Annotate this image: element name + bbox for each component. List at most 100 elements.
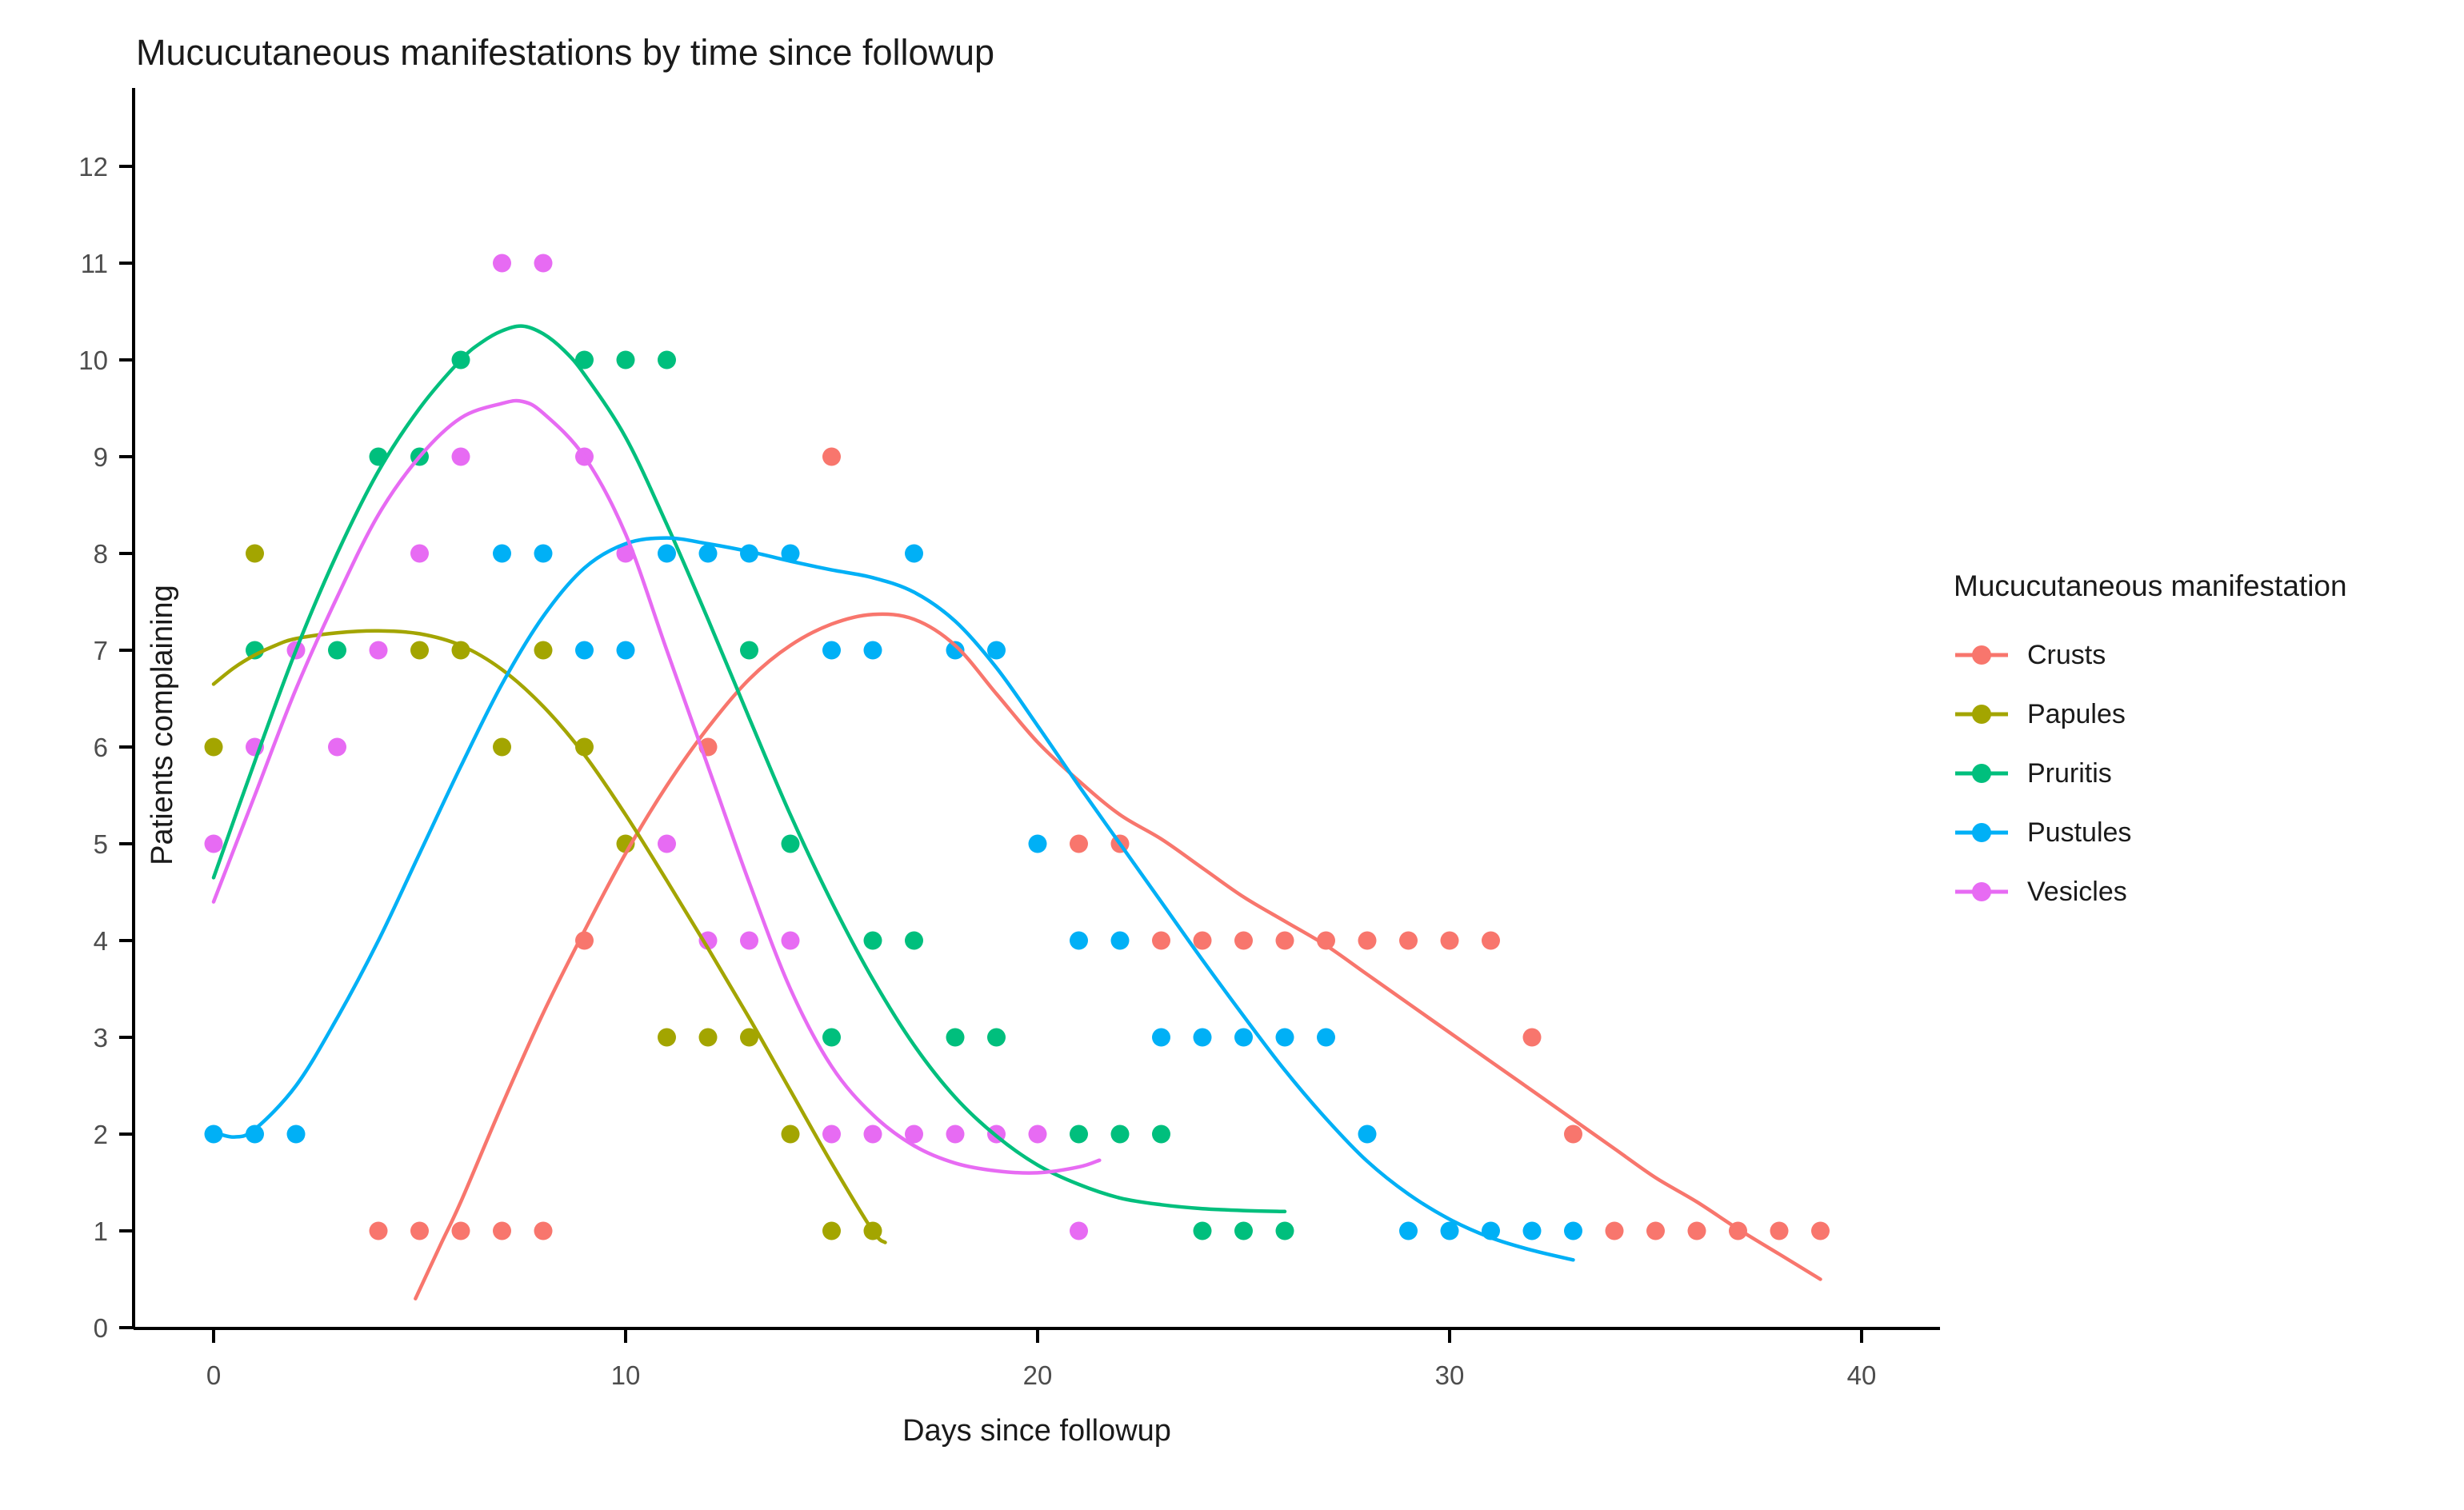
data-point — [1028, 834, 1047, 853]
data-point — [1482, 931, 1500, 950]
data-point — [1440, 931, 1459, 950]
data-point — [1234, 931, 1253, 950]
legend-label: Pustules — [2027, 817, 2132, 848]
y-tick-label: 11 — [81, 249, 108, 278]
data-point — [658, 544, 676, 563]
data-point — [781, 1125, 800, 1144]
data-point — [781, 834, 800, 853]
data-point — [1110, 1125, 1130, 1144]
data-point — [698, 931, 718, 950]
data-point — [781, 931, 800, 950]
data-point — [658, 834, 676, 853]
data-point — [698, 544, 718, 563]
data-point — [1440, 1221, 1459, 1240]
data-point — [534, 641, 553, 660]
series-points-pruritis — [246, 350, 1294, 1240]
series-points-vesicles — [204, 254, 1088, 1240]
legend-key-icon — [1955, 823, 2008, 842]
data-point — [740, 1028, 758, 1047]
data-point — [246, 641, 264, 660]
y-tick-label: 8 — [94, 539, 108, 569]
data-point — [1399, 931, 1418, 950]
y-tick-label: 9 — [94, 442, 108, 472]
x-tick-label: 30 — [1435, 1360, 1465, 1390]
y-axis-title: Patients complaining — [145, 585, 179, 865]
data-point — [822, 641, 841, 660]
series-points-crusts — [369, 447, 1830, 1240]
data-point — [493, 737, 511, 757]
data-point — [1193, 1028, 1212, 1047]
y-tick-label: 5 — [94, 829, 108, 859]
legend-label: Pruritis — [2027, 757, 2112, 789]
legend-entry-pruritis: Pruritis — [1954, 744, 2458, 803]
data-point — [204, 1125, 223, 1144]
data-point — [822, 447, 841, 466]
data-point — [1193, 1221, 1212, 1240]
data-point — [946, 1028, 965, 1047]
data-point — [863, 931, 882, 950]
data-point — [1770, 1221, 1789, 1240]
legend-entry-crusts: Crusts — [1954, 625, 2458, 685]
smooth-line-crusts — [414, 612, 1822, 1300]
y-tick-label: 4 — [94, 926, 108, 956]
data-point — [1070, 1221, 1088, 1240]
data-point — [575, 641, 594, 660]
data-point — [534, 1221, 553, 1240]
y-tick-label: 6 — [94, 733, 108, 762]
data-point — [328, 641, 346, 660]
legend-label: Papules — [2027, 698, 2126, 729]
legend: Mucucutaneous manifestation Crusts Papule… — [1954, 569, 2458, 921]
data-point — [822, 1028, 841, 1047]
data-point — [946, 1125, 965, 1144]
data-point — [534, 544, 553, 563]
data-point — [410, 1221, 429, 1240]
data-point — [1110, 931, 1130, 950]
chart-title: Mucucutaneous manifestations by time sin… — [136, 32, 995, 73]
data-point — [1152, 1125, 1170, 1144]
legend-entry-vesicles: Vesicles — [1954, 862, 2458, 921]
data-point — [1275, 1221, 1294, 1240]
y-tick-label: 3 — [94, 1023, 108, 1053]
data-point — [493, 544, 511, 563]
data-point — [1152, 931, 1170, 950]
data-point — [246, 544, 264, 563]
data-point — [204, 737, 223, 757]
data-point — [616, 641, 635, 660]
data-point — [534, 254, 553, 273]
data-point — [1234, 1028, 1253, 1047]
data-point — [1152, 1028, 1170, 1047]
data-point — [286, 1125, 306, 1144]
y-tick-label: 12 — [78, 152, 108, 182]
data-point — [369, 1221, 388, 1240]
smooth-line-pustules — [211, 536, 1575, 1262]
data-point — [1646, 1221, 1665, 1240]
data-point — [328, 737, 346, 757]
x-axis-title: Days since followup — [902, 1414, 1171, 1448]
legend-key-icon — [1955, 882, 2008, 901]
y-tick-label: 0 — [94, 1313, 108, 1343]
data-point — [822, 1125, 841, 1144]
smooth-line-papules — [211, 629, 887, 1244]
data-point — [1358, 931, 1377, 950]
data-point — [410, 544, 429, 563]
data-point — [1399, 1221, 1418, 1240]
data-point — [987, 641, 1006, 660]
series-points-pustules — [204, 544, 1582, 1240]
data-point — [1522, 1221, 1542, 1240]
x-tick-label: 0 — [206, 1360, 221, 1390]
data-point — [987, 1028, 1006, 1047]
legend-key-point — [1972, 645, 1991, 665]
data-point — [1070, 1125, 1088, 1144]
data-point — [698, 1028, 718, 1047]
y-tick-label: 7 — [94, 636, 108, 665]
data-point — [1605, 1221, 1624, 1240]
legend-key-icon — [1955, 705, 2008, 724]
data-point — [369, 641, 388, 660]
data-point — [410, 641, 429, 660]
data-point — [1317, 931, 1335, 950]
data-point — [1522, 1028, 1542, 1047]
data-point — [451, 1221, 470, 1240]
data-point — [946, 641, 965, 660]
data-point — [781, 544, 800, 563]
legend-entries: Crusts Papules Pruritis Pustules Vesicles — [1954, 625, 2458, 921]
